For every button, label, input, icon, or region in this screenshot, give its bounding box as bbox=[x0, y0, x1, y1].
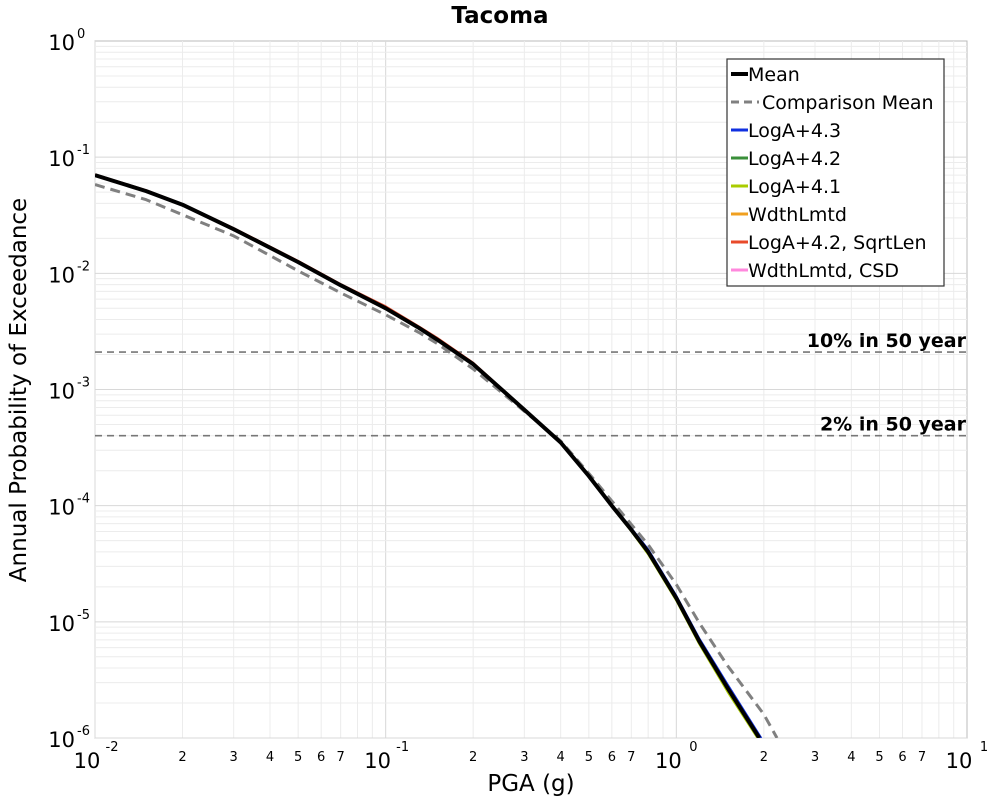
x-minor-tick-label: 7 bbox=[337, 750, 345, 765]
y-tick-exponent: -3 bbox=[77, 376, 90, 391]
x-minor-tick-label: 4 bbox=[266, 750, 274, 765]
series-lines bbox=[95, 173, 779, 738]
y-tick-exponent: -6 bbox=[77, 724, 90, 739]
x-axis-label: PGA (g) bbox=[487, 771, 574, 797]
y-tick-exponent: -1 bbox=[77, 143, 90, 158]
y-tick-label: 10 bbox=[48, 147, 75, 171]
x-minor-tick-label: 4 bbox=[557, 750, 565, 765]
y-tick-exponent: -5 bbox=[77, 608, 90, 623]
reference-line-label: 2% in 50 year bbox=[820, 414, 967, 436]
series-line bbox=[95, 173, 761, 738]
x-minor-tick-label: 5 bbox=[585, 750, 593, 765]
x-minor-tick-label: 5 bbox=[875, 750, 883, 765]
x-tick-label: 10 bbox=[655, 749, 682, 773]
x-minor-tick-label: 6 bbox=[608, 750, 616, 765]
legend-box bbox=[726, 58, 945, 287]
x-minor-tick-label: 7 bbox=[627, 750, 635, 765]
x-tick-exponent: -1 bbox=[396, 740, 409, 755]
x-tick-exponent: -2 bbox=[106, 740, 119, 755]
x-minor-tick-label: 2 bbox=[178, 750, 186, 765]
y-axis-label: Annual Probability of Exceedance bbox=[6, 198, 32, 582]
x-minor-tick-label: 2 bbox=[760, 750, 768, 765]
x-tick-exponent: 0 bbox=[689, 740, 697, 755]
y-tick-label: 10 bbox=[48, 263, 75, 287]
x-minor-tick-label: 3 bbox=[230, 750, 238, 765]
legend-label: Mean bbox=[748, 64, 800, 86]
y-tick-label: 10 bbox=[48, 728, 75, 752]
legend-label: LogA+4.2, SqrtLen bbox=[748, 232, 927, 254]
grid-lines bbox=[94, 41, 967, 739]
y-tick-exponent: 0 bbox=[77, 27, 85, 42]
legend: Mean Comparison Mean LogA+4.3 LogA+4.2 LogA+… bbox=[726, 58, 945, 287]
x-minor-tick-label: 3 bbox=[811, 750, 819, 765]
legend-label: LogA+4.1 bbox=[748, 176, 841, 198]
chart-title: Tacoma bbox=[451, 3, 548, 29]
legend-label: WdthLmtd bbox=[748, 204, 847, 226]
legend-label: LogA+4.3 bbox=[748, 120, 841, 142]
y-tick-label: 10 bbox=[48, 380, 75, 404]
x-minor-tick-label: 5 bbox=[294, 750, 302, 765]
y-tick-exponent: -4 bbox=[77, 492, 90, 507]
y-tick-label: 10 bbox=[48, 612, 75, 636]
reference-lines: 10% in 50 year 2% in 50 year bbox=[95, 330, 967, 437]
x-minor-tick-label: 7 bbox=[918, 750, 926, 765]
y-tick-exponent: -2 bbox=[77, 259, 90, 274]
x-minor-tick-label: 6 bbox=[317, 750, 325, 765]
x-minor-tick-label: 4 bbox=[847, 750, 855, 765]
x-minor-tick-label: 3 bbox=[520, 750, 528, 765]
x-minor-tick-label: 6 bbox=[898, 750, 906, 765]
legend-label: WdthLmtd, CSD bbox=[748, 260, 899, 282]
reference-line-label: 10% in 50 year bbox=[807, 330, 967, 352]
x-tick-label: 10 bbox=[364, 749, 391, 773]
x-tick-label: 10 bbox=[74, 749, 101, 773]
x-tick-label: 10 bbox=[946, 749, 973, 773]
legend-label: LogA+4.2 bbox=[748, 148, 841, 170]
y-tick-label: 10 bbox=[48, 496, 75, 520]
legend-label: Comparison Mean bbox=[762, 92, 934, 114]
y-tick-label: 10 bbox=[48, 31, 75, 55]
x-minor-tick-label: 2 bbox=[469, 750, 477, 765]
x-tick-exponent: 1 bbox=[980, 740, 988, 755]
